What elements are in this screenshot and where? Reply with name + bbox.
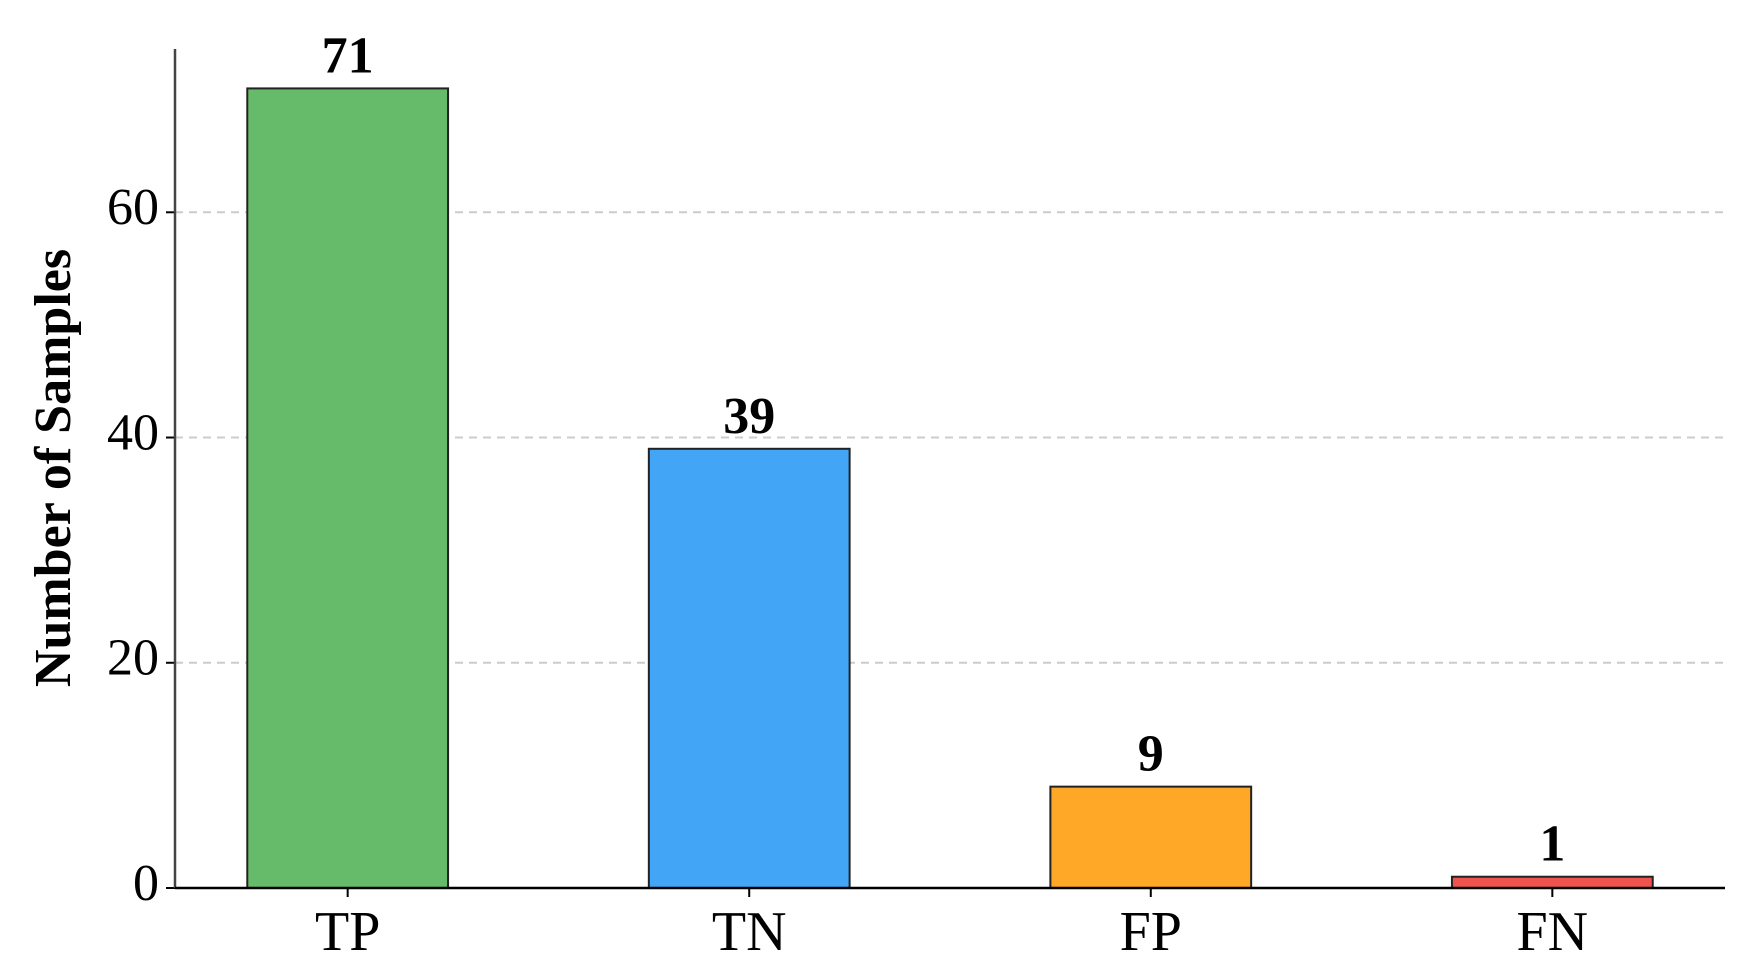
x-tick-label: FP [1120, 901, 1182, 963]
y-axis-label: Number of Samples [25, 249, 82, 687]
value-label: 39 [723, 388, 775, 445]
x-tick-label: TN [712, 901, 787, 963]
y-tick-label: 20 [107, 630, 159, 687]
value-label: 71 [322, 27, 374, 84]
bar [647, 447, 851, 889]
x-tick-label: FN [1517, 901, 1589, 963]
y-tick-label: 40 [107, 404, 159, 461]
x-tick-label: TP [315, 901, 380, 963]
y-tick-label: 60 [107, 179, 159, 236]
value-label: 1 [1539, 816, 1565, 873]
bar [1450, 875, 1654, 890]
y-tick-label: 0 [133, 855, 159, 912]
value-label: 9 [1138, 726, 1164, 783]
bar [246, 87, 450, 889]
bar [1049, 785, 1253, 889]
